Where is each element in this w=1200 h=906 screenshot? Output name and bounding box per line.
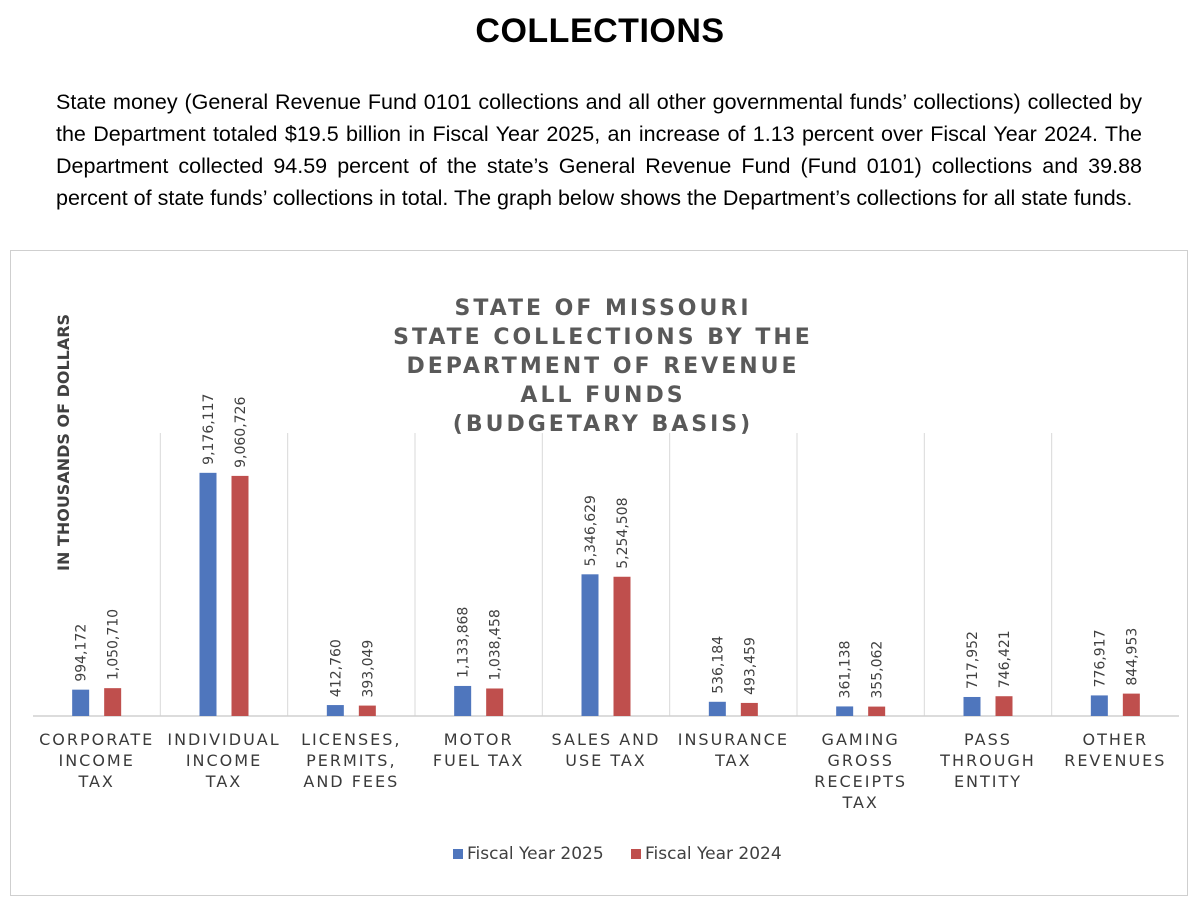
legend-swatch-fy2024 [631,849,641,859]
category-label: PASS THROUGH ENTITY [939,730,1036,791]
data-label: 9,176,117 [201,394,217,465]
bar-fy2025 [326,705,344,716]
data-label: 1,133,868 [456,607,472,678]
bar-fy2025 [836,706,854,716]
bar-chart: STATE OF MISSOURI STATE COLLECTIONS BY TH… [33,296,1179,864]
bar-fy2025 [708,701,726,716]
bar-fy2025 [1090,695,1108,716]
chart-title-line: ALL FUNDS [520,383,685,408]
bar-fy2024 [995,696,1013,716]
legend-label: Fiscal Year 2025 [467,844,604,864]
data-label: 844,953 [1124,628,1140,686]
data-label: 717,952 [965,631,981,689]
bar-fy2024 [1122,693,1140,716]
category-label: SALES AND USE TAX [552,730,661,770]
category-label: GAMING GROSS RECEIPTS TAX [814,730,907,812]
data-label: 412,760 [328,639,344,697]
data-label: 536,184 [710,636,726,694]
chart-title-line: STATE COLLECTIONS BY THE [393,325,813,350]
bar-fy2024 [740,702,758,716]
bar-fy2025 [581,574,599,716]
data-label: 1,050,710 [106,609,122,680]
category-label: CORPORATE INCOME TAX [39,730,154,791]
data-label: 1,038,458 [488,609,504,680]
chart-title-line: DEPARTMENT OF REVENUE [406,354,799,379]
bar-fy2024 [486,688,504,716]
category-label: INDIVIDUAL INCOME TAX [167,730,280,791]
category-label: INSURANCE TAX [678,730,789,770]
bar-fy2024 [231,475,249,716]
data-label: 776,917 [1092,630,1108,688]
page-title: COLLECTIONS [475,12,725,50]
data-label: 5,346,629 [583,495,599,566]
data-label: 361,138 [838,641,854,699]
bar-fy2025 [963,696,981,716]
data-label: 355,062 [870,641,886,699]
data-label: 746,421 [997,630,1013,688]
legend: Fiscal Year 2025 Fiscal Year 2024 [453,844,782,864]
bar-fy2024 [868,706,886,716]
bar-fy2024 [104,688,122,716]
category-label: MOTOR FUEL TAX [433,730,524,770]
bars [72,472,1140,716]
chart-title: STATE OF MISSOURI STATE COLLECTIONS BY TH… [393,296,813,437]
data-label: 5,254,508 [615,497,631,568]
bar-fy2024 [613,576,631,716]
data-label: 994,172 [74,624,90,682]
category-label: LICENSES, PERMITS, AND FEES [301,730,401,791]
data-labels: 994,172 1,050,710 9,176,117 9,060,726 412,76… [74,394,1141,699]
bar-fy2024 [358,705,376,716]
data-label: 9,060,726 [233,397,249,468]
legend-label: Fiscal Year 2024 [645,844,782,864]
bar-fy2025 [72,689,90,716]
bar-fy2025 [199,472,217,716]
intro-paragraph: State money (General Revenue Fund 0101 c… [56,90,1142,210]
y-axis-label: IN THOUSANDS OF DOLLARS [54,314,73,571]
chart-container: STATE OF MISSOURI STATE COLLECTIONS BY TH… [10,250,1188,896]
category-label: OTHER REVENUES [1064,730,1166,770]
legend-swatch-fy2025 [453,849,463,859]
bar-fy2025 [454,685,472,716]
category-separators [159,433,1053,716]
chart-title-line: STATE OF MISSOURI [454,296,751,321]
data-label: 393,049 [360,640,376,698]
chart-title-line: (BUDGETARY BASIS) [453,412,753,437]
data-label: 493,459 [742,637,758,695]
